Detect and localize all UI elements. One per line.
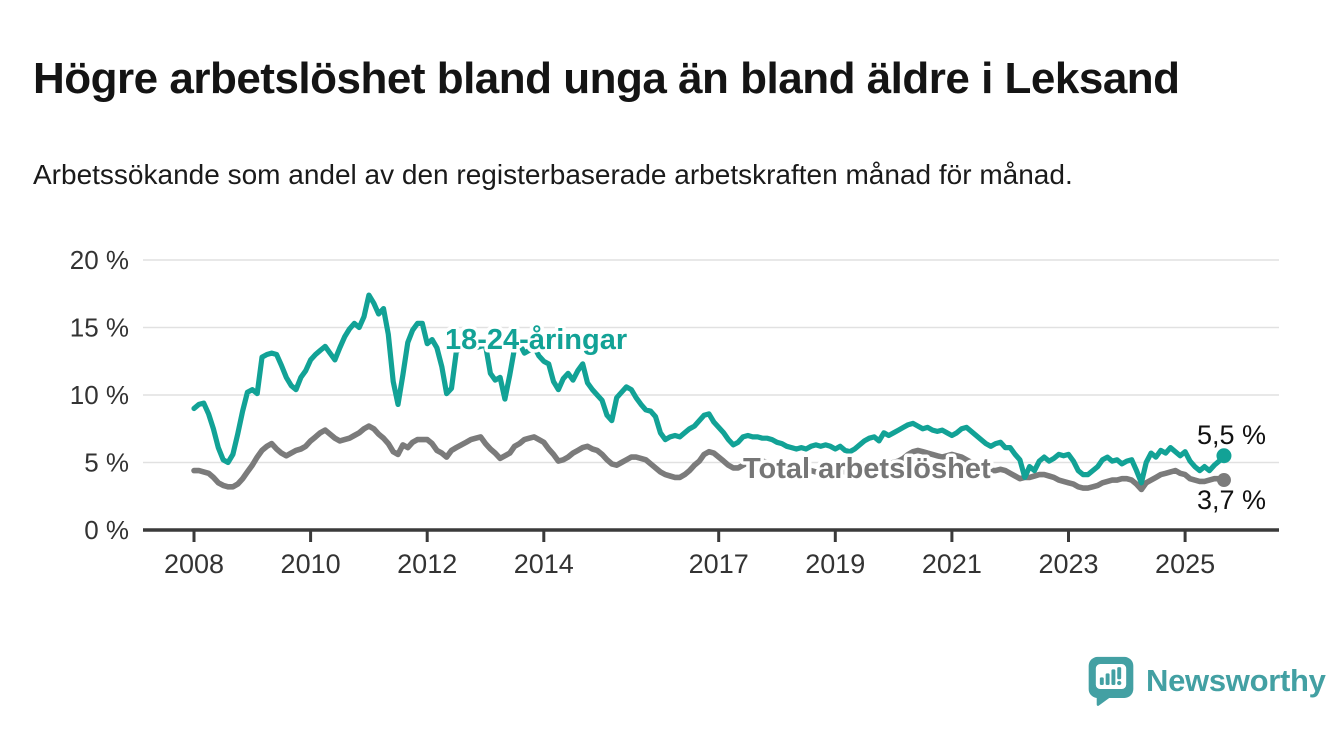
x-tick-label: 2017 xyxy=(689,549,749,579)
x-tick-label: 2012 xyxy=(397,549,457,579)
x-tick-label: 2010 xyxy=(281,549,341,579)
series-line-total xyxy=(191,423,1227,493)
brand-name: Newsworthy xyxy=(1146,663,1326,698)
series-line-youth xyxy=(191,292,1227,486)
end-label-youth: 5,5 % xyxy=(1197,420,1266,450)
y-tick-label: 10 % xyxy=(70,380,129,410)
y-tick-label: 20 % xyxy=(70,245,129,275)
end-dot-youth xyxy=(1216,448,1232,464)
y-tick-label: 5 % xyxy=(84,448,129,478)
x-tick-label: 2021 xyxy=(922,549,982,579)
y-tick-label: 0 % xyxy=(84,515,129,545)
page-subtitle: Arbetssökande som andel av den registerb… xyxy=(33,159,1073,190)
end-label-total: 3,7 % xyxy=(1197,485,1266,515)
newsworthy-logo-icon xyxy=(1088,656,1134,706)
x-tick-label: 2014 xyxy=(514,549,574,579)
x-tick-label: 2008 xyxy=(164,549,224,579)
page-title: Högre arbetslöshet bland unga än bland ä… xyxy=(33,54,1180,104)
brand-footer: Newsworthy xyxy=(1087,656,1326,706)
x-tick-label: 2019 xyxy=(805,549,865,579)
series-label-youth: 18-24-åringar xyxy=(445,324,627,356)
x-tick-label: 2025 xyxy=(1155,549,1215,579)
y-tick-label: 15 % xyxy=(70,313,129,343)
series-label-total: Total arbetslöshet xyxy=(743,453,991,485)
x-tick-label: 2023 xyxy=(1038,549,1098,579)
end-dot-total xyxy=(1216,473,1231,488)
